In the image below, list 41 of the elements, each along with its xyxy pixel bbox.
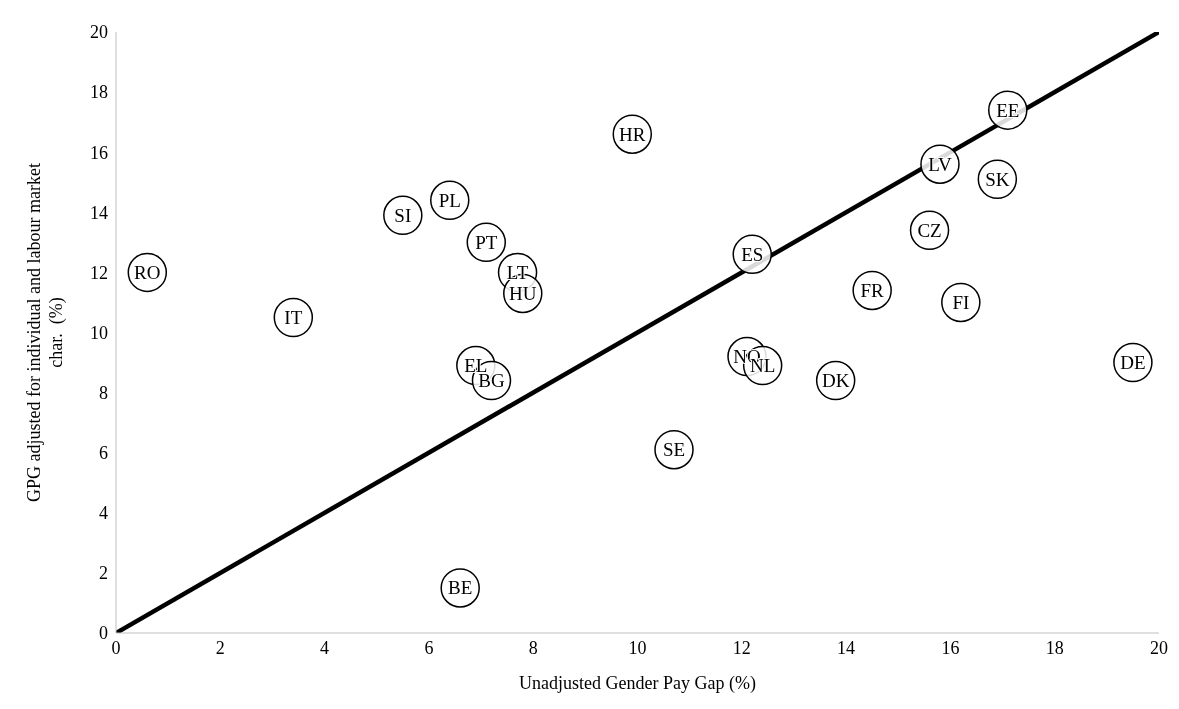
data-label: PT: [475, 231, 498, 253]
y-tick-label: 8: [99, 382, 108, 403]
y-tick-label: 6: [99, 443, 108, 464]
x-tick-label: 16: [941, 637, 960, 658]
data-label: SE: [662, 439, 686, 461]
data-label: PL: [438, 189, 461, 211]
y-tick-label: 12: [90, 262, 108, 283]
y-tick-label: 10: [90, 322, 108, 343]
data-label: FR: [860, 279, 885, 301]
x-tick-label: 2: [215, 637, 225, 658]
x-tick-label: 4: [320, 637, 330, 658]
data-label: BE: [448, 577, 473, 599]
data-label: DK: [821, 370, 850, 392]
y-tick-label: 18: [90, 82, 108, 103]
data-label: HU: [509, 282, 537, 304]
data-label: ES: [741, 243, 764, 265]
y-tick-label: 20: [90, 22, 108, 43]
data-label: SK: [985, 168, 1010, 190]
x-tick-label: 18: [1045, 637, 1064, 658]
x-axis-title: Unadjusted Gender Pay Gap (%): [519, 673, 756, 694]
y-tick-label: 16: [90, 142, 108, 163]
x-tick-label: 12: [732, 637, 751, 658]
x-tick-label: 20: [1150, 637, 1168, 658]
data-label: RO: [134, 261, 161, 283]
data-label: EE: [996, 99, 1020, 121]
y-tick-label: 2: [99, 563, 108, 584]
data-label: LV: [928, 153, 953, 175]
data-label: SI: [394, 204, 412, 226]
data-label: IT: [284, 306, 303, 328]
x-tick-label: 6: [424, 637, 434, 658]
data-label: HR: [619, 123, 646, 145]
y-tick-label: 14: [90, 202, 108, 223]
y-tick-label: 4: [99, 503, 108, 524]
y-axis-title: GPG adjusted for individual and labour market char. (%): [24, 163, 67, 502]
y-tick-label: 0: [99, 623, 108, 644]
x-tick-label: 8: [528, 637, 538, 658]
x-tick-label: 10: [628, 637, 647, 658]
x-tick-label: 14: [837, 637, 856, 658]
data-label: DE: [1120, 352, 1146, 374]
data-label: CZ: [917, 219, 942, 241]
data-label: FI: [952, 291, 970, 313]
